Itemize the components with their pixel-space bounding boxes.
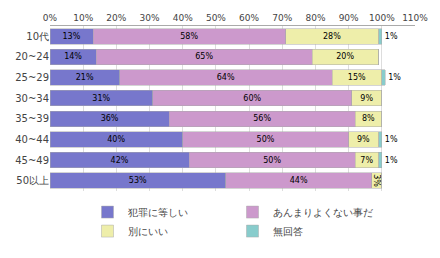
svg-text:100%: 100% — [369, 13, 395, 23]
svg-text:58%: 58% — [180, 32, 198, 41]
svg-text:20%: 20% — [336, 52, 354, 61]
svg-text:8%: 8% — [362, 114, 375, 123]
svg-text:40%: 40% — [173, 13, 193, 23]
svg-text:20%: 20% — [106, 13, 126, 23]
svg-text:1%: 1% — [385, 156, 398, 165]
svg-text:70%: 70% — [272, 13, 292, 23]
svg-text:14%: 14% — [64, 52, 82, 61]
svg-text:30~34: 30~34 — [15, 93, 49, 104]
svg-text:42%: 42% — [111, 156, 129, 165]
svg-text:1%: 1% — [385, 32, 398, 41]
svg-text:44%: 44% — [290, 176, 308, 185]
svg-text:80%: 80% — [305, 13, 325, 23]
svg-text:15%: 15% — [348, 73, 366, 82]
svg-text:3%: 3% — [372, 174, 381, 187]
svg-text:9%: 9% — [357, 135, 370, 144]
svg-text:13%: 13% — [62, 32, 80, 41]
svg-text:犯罪に等しい: 犯罪に等しい — [128, 207, 188, 218]
svg-text:50%: 50% — [206, 13, 226, 23]
svg-text:9%: 9% — [360, 94, 373, 103]
svg-text:30%: 30% — [140, 13, 160, 23]
svg-text:別にいい: 別にいい — [128, 226, 168, 237]
svg-text:110%: 110% — [402, 13, 428, 23]
svg-text:21%: 21% — [76, 73, 94, 82]
svg-text:1%: 1% — [385, 135, 398, 144]
svg-text:50以上: 50以上 — [16, 175, 49, 186]
svg-text:1%: 1% — [388, 73, 401, 82]
svg-text:7%: 7% — [360, 156, 373, 165]
svg-text:56%: 56% — [253, 114, 271, 123]
svg-text:あんまりよくない事だ: あんまりよくない事だ — [273, 207, 373, 218]
svg-text:25~29: 25~29 — [15, 72, 49, 83]
svg-text:90%: 90% — [339, 13, 359, 23]
svg-text:40~44: 40~44 — [15, 134, 49, 145]
svg-text:0%: 0% — [43, 13, 58, 23]
svg-text:60%: 60% — [243, 94, 261, 103]
svg-text:20~24: 20~24 — [15, 51, 49, 62]
svg-text:28%: 28% — [323, 32, 341, 41]
svg-text:無回答: 無回答 — [273, 226, 303, 237]
svg-text:10%: 10% — [73, 13, 93, 23]
svg-text:10代: 10代 — [26, 31, 49, 42]
svg-text:65%: 65% — [195, 52, 213, 61]
svg-text:50%: 50% — [257, 135, 275, 144]
svg-text:50%: 50% — [263, 156, 281, 165]
svg-text:40%: 40% — [107, 135, 125, 144]
svg-text:53%: 53% — [129, 176, 147, 185]
svg-text:36%: 36% — [101, 114, 119, 123]
svg-text:31%: 31% — [92, 94, 110, 103]
svg-text:64%: 64% — [217, 73, 235, 82]
svg-text:35~39: 35~39 — [15, 113, 49, 124]
svg-text:60%: 60% — [239, 13, 259, 23]
svg-text:45~49: 45~49 — [15, 155, 49, 166]
